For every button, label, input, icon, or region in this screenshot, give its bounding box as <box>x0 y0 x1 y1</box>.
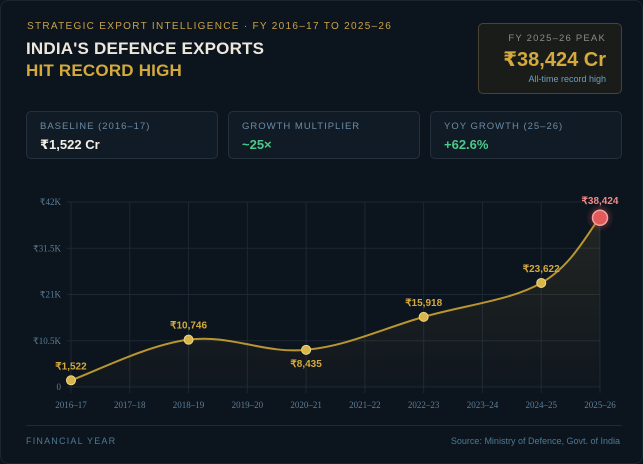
source-note: Source: Ministry of Defence, Govt. of In… <box>450 436 620 446</box>
footer-divider <box>26 425 622 426</box>
peak-card: FY 2025–26 PEAK ₹38,424 Cr All-time reco… <box>478 23 622 94</box>
kpi-label: GROWTH MULTIPLIER <box>242 121 361 132</box>
data-label: ₹23,622 <box>523 264 560 275</box>
x-tick-label: 2024–25 <box>525 400 557 410</box>
page-subtitle: HIT RECORD HIGH <box>26 61 182 80</box>
x-tick-label: 2021–22 <box>349 400 381 410</box>
page-title: INDIA'S DEFENCE EXPORTS <box>26 39 265 58</box>
data-point <box>418 311 429 322</box>
peak-label: FY 2025–26 PEAK <box>508 33 606 44</box>
series-area <box>71 217 600 387</box>
data-point <box>66 375 76 386</box>
data-point-peak <box>591 209 609 227</box>
y-tick-label: ₹10.5K <box>33 336 61 346</box>
x-tick-label: 2022–23 <box>408 400 440 410</box>
kpi-value: ₹1,522 Cr <box>40 137 100 152</box>
data-label: ₹10,746 <box>170 321 207 332</box>
data-point <box>536 277 547 288</box>
x-tick-label: 2016–17 <box>55 400 87 410</box>
kpi-value: ~25× <box>242 137 272 152</box>
peak-subtitle: All-time record high <box>528 74 606 84</box>
data-point <box>301 344 312 355</box>
peak-value: ₹38,424 Cr <box>503 49 606 71</box>
x-tick-label: 2023–24 <box>467 400 499 410</box>
kpi-value: +62.6% <box>444 137 489 152</box>
y-tick-label: 0 <box>57 382 62 392</box>
data-label: ₹1,522 <box>55 361 87 372</box>
data-label: ₹8,435 <box>290 359 322 370</box>
data-label: ₹38,424 <box>582 196 619 207</box>
data-point <box>183 334 194 345</box>
y-tick-label: ₹31.5K <box>33 243 61 253</box>
data-label: ₹15,918 <box>405 298 442 309</box>
x-tick-label: 2018–19 <box>173 400 205 410</box>
x-tick-label: 2020–21 <box>290 400 322 410</box>
x-tick-label: 2019–20 <box>232 400 264 410</box>
kpi-card-yoy-growth: YOY GROWTH (25–26) +62.6% <box>430 111 622 159</box>
x-axis-title: FINANCIAL YEAR <box>26 436 117 446</box>
kpi-card-growth-multiplier: GROWTH MULTIPLIER ~25× <box>228 111 420 159</box>
y-tick-label: ₹21K <box>40 290 62 300</box>
kpi-label: YOY GROWTH (25–26) <box>444 121 564 132</box>
x-tick-label: 2025–26 <box>584 400 616 410</box>
kpi-card-baseline: BASELINE (2016–17) ₹1,522 Cr <box>26 111 218 159</box>
x-tick-label: 2017–18 <box>114 400 146 410</box>
kpi-label: BASELINE (2016–17) <box>40 121 151 132</box>
header-kicker: STRATEGIC EXPORT INTELLIGENCE · FY 2016–… <box>27 21 393 32</box>
y-tick-label: ₹42K <box>40 197 62 207</box>
